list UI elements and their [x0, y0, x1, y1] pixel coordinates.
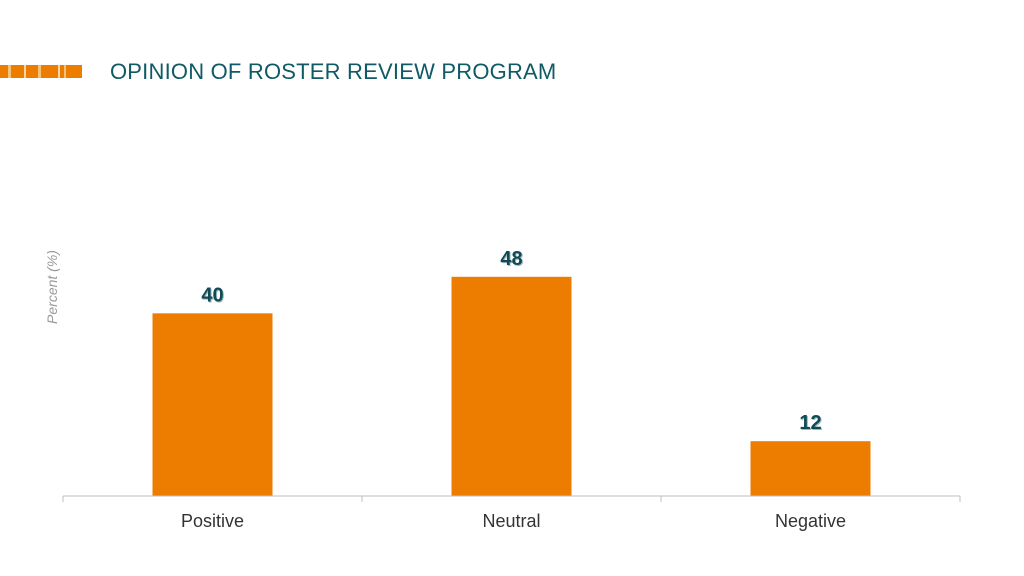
data-label-shadow: 12 — [800, 413, 822, 435]
data-label-negative: 12 — [799, 412, 821, 434]
category-label-neutral: Neutral — [482, 511, 540, 531]
bar-positive — [152, 313, 273, 496]
page-title: OPINION OF ROSTER REVIEW PROGRAM — [110, 59, 557, 84]
data-label-neutral: 48 — [500, 248, 522, 270]
bar-neutral — [451, 276, 572, 496]
bar-negative — [750, 441, 871, 496]
category-label-negative: Negative — [775, 511, 846, 531]
title-decoration-icon — [0, 65, 82, 78]
data-label-shadow: 48 — [501, 249, 523, 271]
data-label-positive: 40 — [201, 284, 223, 306]
category-label-positive: Positive — [181, 511, 244, 531]
bars-layer — [152, 276, 871, 496]
x-axis — [62, 495, 961, 502]
category-labels-layer: Positive Neutral Negative — [181, 511, 846, 531]
y-axis-label: Percent (%) — [44, 250, 60, 324]
data-label-shadow: 40 — [202, 285, 224, 307]
